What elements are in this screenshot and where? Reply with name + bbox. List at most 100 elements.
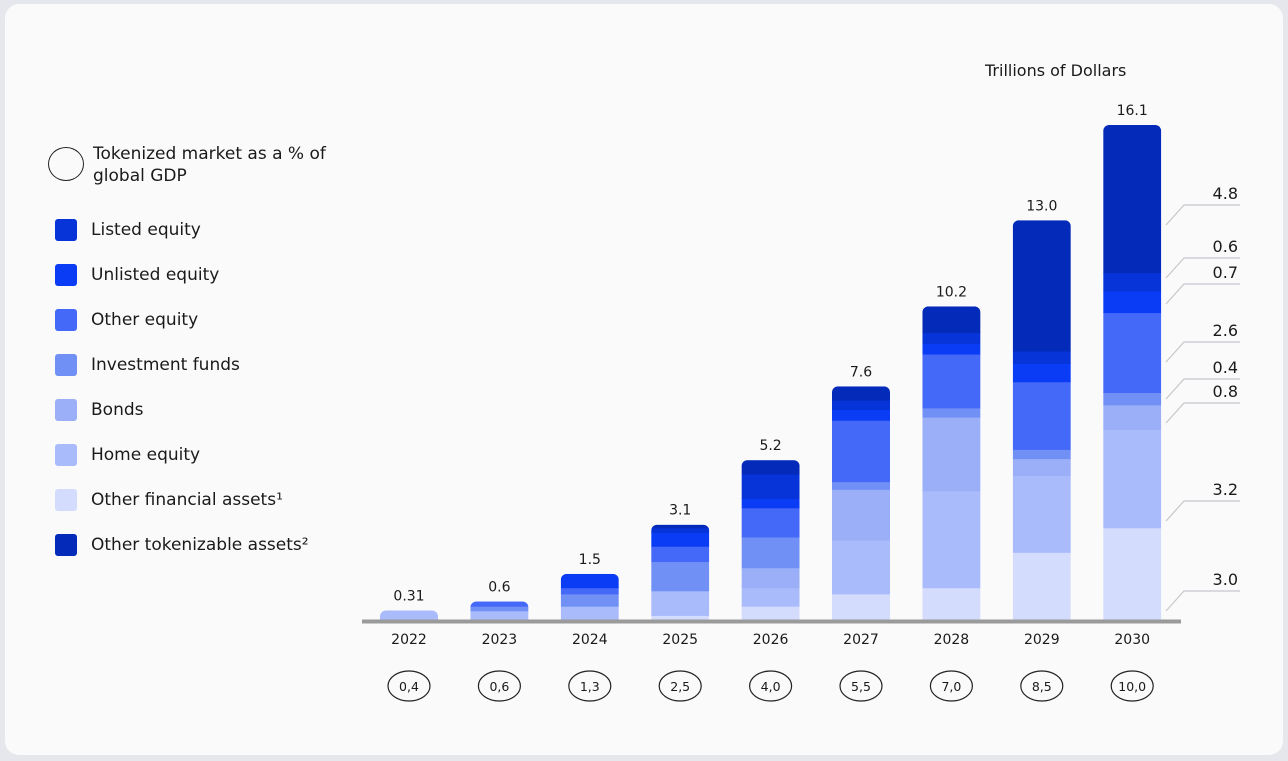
leader-line bbox=[1165, 500, 1240, 522]
bar-segment bbox=[1012, 220, 1071, 352]
gdp-share-label: 5,5 bbox=[851, 679, 871, 694]
segment-value-label: 0.6 bbox=[1213, 237, 1238, 256]
leader-line bbox=[1165, 378, 1240, 400]
gdp-oval bbox=[1020, 670, 1064, 702]
bar-total-label: 5.2 bbox=[759, 438, 781, 454]
bar-segment bbox=[922, 490, 981, 589]
legend-item: Other financial assets¹ bbox=[48, 477, 333, 522]
legend-label: Investment funds bbox=[91, 354, 240, 375]
segment-value-label: 4.8 bbox=[1213, 184, 1238, 203]
gdp-share-label: 10,0 bbox=[1118, 679, 1146, 694]
year-tick-label: 2024 bbox=[572, 632, 608, 648]
legend-item: Investment funds bbox=[48, 342, 333, 387]
bar-segment bbox=[470, 601, 529, 607]
bar-segment bbox=[832, 540, 890, 595]
bar-segment bbox=[741, 473, 800, 500]
bar-segment bbox=[651, 615, 710, 621]
year-tick-label: 2027 bbox=[843, 632, 879, 648]
bar-segment bbox=[560, 593, 619, 607]
bar-segment bbox=[1012, 552, 1071, 621]
legend-swatch bbox=[55, 443, 77, 466]
bar-total-label: 1.5 bbox=[579, 552, 601, 568]
legend: Tokenized market as a % of global GDP Li… bbox=[48, 143, 333, 567]
bar-segment bbox=[1103, 404, 1162, 430]
bar-segment bbox=[1103, 125, 1162, 274]
segment-value-label: 2.6 bbox=[1213, 321, 1238, 340]
bar-segment bbox=[1103, 272, 1162, 292]
legend-item: Other tokenizable assets² bbox=[48, 522, 333, 567]
gdp-oval bbox=[658, 670, 702, 702]
bar-segment bbox=[651, 527, 710, 533]
legend-swatch bbox=[55, 533, 77, 556]
bar-total-label: 7.6 bbox=[850, 364, 872, 380]
bar-segment bbox=[1103, 312, 1162, 393]
legend-swatch bbox=[55, 398, 77, 421]
gdp-share-label: 0,4 bbox=[399, 679, 419, 694]
segment-value-label: 0.8 bbox=[1213, 382, 1238, 401]
bar-segment bbox=[651, 590, 710, 616]
legend-item: Unlisted equity bbox=[48, 252, 333, 297]
legend-swatch bbox=[55, 308, 77, 331]
bar-segment bbox=[922, 332, 981, 344]
bar-segment bbox=[922, 354, 981, 409]
year-tick-label: 2028 bbox=[934, 632, 970, 648]
bar-segment bbox=[832, 481, 890, 490]
bar-total-label: 13.0 bbox=[1026, 198, 1057, 214]
bar-total-label: 3.1 bbox=[669, 503, 691, 519]
legend-label: Tokenized market as a % of global GDP bbox=[93, 144, 326, 186]
oval-icon bbox=[48, 147, 84, 181]
bar-segment bbox=[1012, 475, 1071, 553]
bar-segment bbox=[470, 606, 529, 612]
bar-segment bbox=[560, 606, 619, 621]
legend-label: Home equity bbox=[91, 444, 201, 465]
bar-segment bbox=[832, 400, 890, 410]
bar-segment bbox=[832, 489, 890, 541]
bar-segment bbox=[741, 606, 800, 621]
bar-segment bbox=[741, 567, 800, 589]
bar-segment bbox=[1012, 381, 1071, 450]
legend-swatch bbox=[55, 263, 77, 286]
bar-segment bbox=[741, 507, 800, 538]
year-tick-label: 2029 bbox=[1024, 632, 1060, 648]
gdp-oval bbox=[568, 670, 612, 702]
leader-line bbox=[1165, 283, 1240, 305]
bar-segment bbox=[832, 409, 890, 421]
legend-item: Bonds bbox=[48, 387, 333, 432]
bar-segment bbox=[741, 498, 800, 509]
bar-segment bbox=[922, 407, 981, 418]
bar-segment bbox=[741, 587, 800, 607]
gdp-oval bbox=[1110, 670, 1154, 702]
legend-swatch bbox=[55, 353, 77, 376]
gdp-oval bbox=[387, 670, 431, 702]
year-tick-label: 2030 bbox=[1114, 632, 1150, 648]
bar-segment bbox=[380, 610, 438, 621]
bar-segment bbox=[1103, 291, 1162, 314]
bar-total-label: 0.6 bbox=[488, 580, 510, 596]
bar-segment bbox=[832, 386, 890, 401]
gdp-share-label: 4,0 bbox=[761, 679, 781, 694]
bar-segment bbox=[922, 343, 981, 355]
gdp-share-label: 8,5 bbox=[1032, 679, 1052, 694]
year-tick-label: 2023 bbox=[482, 632, 518, 648]
gdp-oval bbox=[839, 670, 883, 702]
bar-segment bbox=[470, 610, 529, 621]
bar-segment bbox=[1103, 429, 1162, 529]
legend-swatch bbox=[55, 218, 77, 241]
bar-segment bbox=[1103, 392, 1162, 406]
legend-item: Listed equity bbox=[48, 207, 333, 252]
leader-line bbox=[1165, 204, 1240, 226]
gdp-oval bbox=[477, 670, 521, 702]
gdp-share-label: 7,0 bbox=[941, 679, 961, 694]
bar-segment bbox=[1012, 458, 1071, 476]
gdp-oval bbox=[748, 670, 793, 702]
segment-value-label: 3.0 bbox=[1213, 570, 1238, 589]
year-tick-label: 2026 bbox=[753, 632, 789, 648]
bar-total-label: 0.31 bbox=[393, 588, 424, 604]
bar-segment bbox=[922, 587, 981, 621]
year-tick-label: 2022 bbox=[391, 632, 427, 648]
bar-segment bbox=[741, 460, 800, 475]
legend-label: Other financial assets¹ bbox=[91, 489, 283, 510]
leader-line bbox=[1165, 590, 1240, 612]
legend-item: Other equity bbox=[48, 297, 333, 342]
bar-segment bbox=[832, 420, 890, 483]
